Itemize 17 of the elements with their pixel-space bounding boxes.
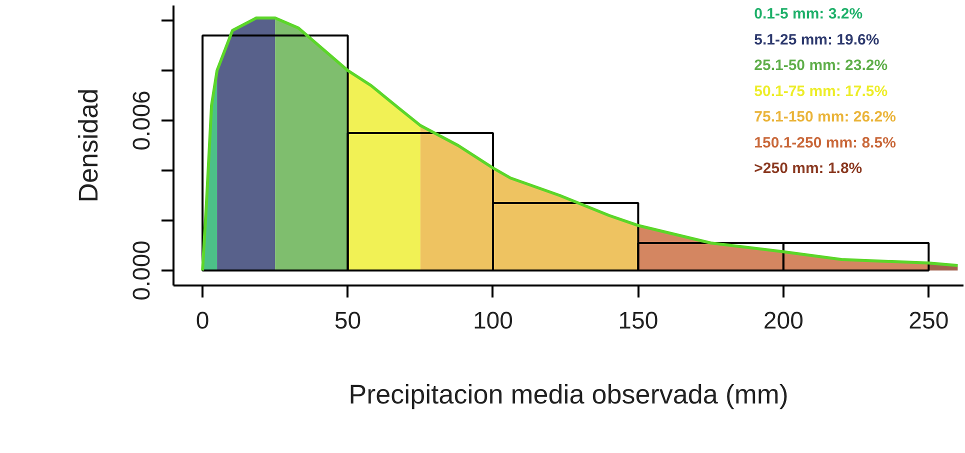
y-axis-title: Densidad (74, 88, 104, 203)
x-tick-label: 200 (763, 308, 804, 334)
y-tick-label: 0.006 (128, 90, 156, 151)
text: 50.1-75 mm: 17.5% (754, 82, 888, 100)
x-tick-label: 0 (196, 308, 210, 334)
text: 75.1-150 mm: 26.2% (754, 108, 896, 126)
x-axis-title: Precipitacion media observada (mm) (348, 380, 788, 410)
text: 25.1-50 mm: 23.2% (754, 57, 888, 74)
x-tick-label: 100 (472, 308, 514, 334)
y-tick-label: 0.000 (128, 240, 156, 301)
text: 150.1-250 mm: 8.5% (754, 134, 896, 152)
text: >250 mm: 1.8% (754, 160, 862, 178)
x-tick-label: 150 (618, 308, 658, 334)
x-tick-label: 50 (334, 308, 362, 334)
x-tick-label: 250 (908, 308, 949, 334)
text: 0.1-5 mm: 3.2% (754, 6, 863, 22)
text: 5.1-25 mm: 19.6% (754, 31, 880, 48)
